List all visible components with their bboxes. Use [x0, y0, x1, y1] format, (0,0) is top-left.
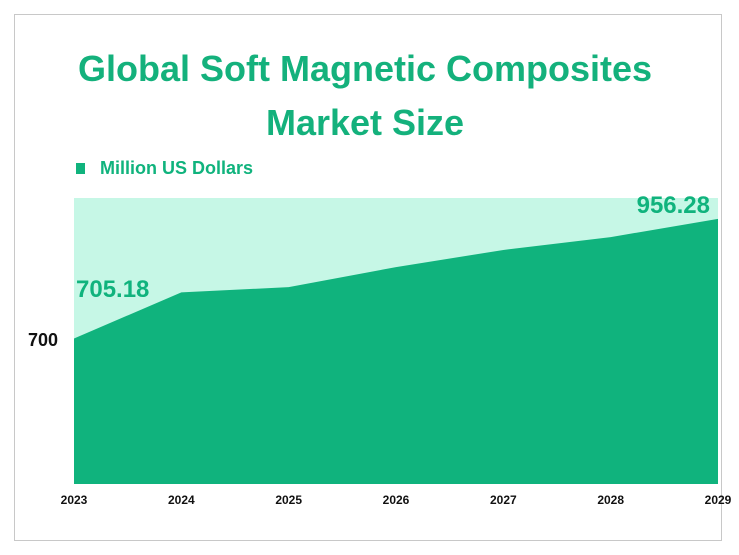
x-tick-label: 2028	[597, 493, 624, 507]
data-label: 956.28	[637, 192, 710, 219]
y-tick-label: 700	[28, 330, 58, 350]
chart-title: Global Soft Magnetic Composites Market S…	[77, 48, 653, 143]
data-label: 705.18	[76, 276, 149, 303]
frame	[14, 14, 722, 541]
legend-label: Million US Dollars	[100, 158, 253, 178]
x-tick-label: 2026	[383, 493, 410, 507]
x-tick-label: 2025	[275, 493, 302, 507]
x-tick-label: 2029	[705, 493, 732, 507]
x-tick-label: 2024	[168, 493, 195, 507]
legend-marker	[76, 163, 85, 174]
x-tick-label: 2023	[61, 493, 88, 507]
x-tick-label: 2027	[490, 493, 517, 507]
area	[74, 218, 718, 484]
